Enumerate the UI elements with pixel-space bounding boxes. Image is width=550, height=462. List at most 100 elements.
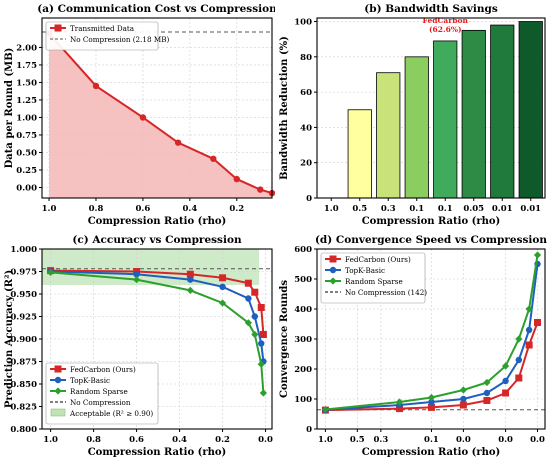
data-point [502,377,509,385]
x-tick-label: 0.05 [463,204,484,214]
y-tick-label: 300 [294,335,312,345]
x-tick-label: 0.0 [498,435,513,445]
legend-swatch [50,408,66,417]
x-tick-label: 0.3 [373,435,388,445]
y-axis-label: Data per Round (MB) [4,48,15,169]
x-tick-label: 0.0 [456,435,471,445]
y-tick-label: 100 [294,395,312,405]
legend-label: Acceptable (R² ≥ 0.90) [69,409,153,418]
data-point [525,326,533,334]
y-tick-label: 0.800 [10,425,37,435]
legend-box [45,21,159,51]
data-point [218,299,227,307]
y-axis-label: Prediction Accuracy (R²) [4,270,15,408]
y-tick-label: 0.850 [10,380,37,390]
legend-marker [54,387,62,395]
y-tick-label: 200 [294,365,312,375]
data-point [257,304,265,311]
y-tick-label: 0 [306,194,312,204]
y-tick-label: 100 [294,18,312,28]
data-point [258,340,265,347]
y-tick-label: 20 [300,159,312,169]
data-point [133,271,140,278]
chart-panel-accuracy: (c) Accuracy vs Compression Compression R… [0,231,275,462]
data-point [187,276,194,283]
data-point [257,186,264,193]
legend-label: TopK-Basic [70,376,110,385]
annotation-label: FedCarbon [423,16,469,25]
data-point [233,175,240,183]
bar [490,24,515,199]
y-tick-label: 60 [300,88,312,98]
x-tick-label: 0.1 [438,204,453,214]
y-tick-label: 0.825 [10,403,37,413]
legend-marker [329,277,337,285]
data-point [533,251,542,259]
chart-title: (b) Bandwidth Savings [364,3,498,15]
axes-frame [41,248,273,430]
legend-marker [54,376,62,384]
axes-frame [41,17,273,199]
data-point [460,395,467,403]
legend-label: Transmitted Data [70,24,135,33]
legend-marker [54,24,62,32]
data-point [259,389,268,397]
x-axis-label: Compression Ratio (rho) [362,216,501,227]
data-point [321,405,329,414]
data-point [525,305,533,313]
bar [518,21,543,199]
bar [376,72,401,199]
data-point [259,331,267,338]
x-tick-label: 1.0 [43,435,58,445]
legend-marker [329,255,337,263]
y-tick-label: 600 [294,245,312,255]
y-tick-label: 500 [294,275,312,285]
y-tick-label: 1.00 [16,113,37,123]
data-point [501,362,510,370]
series-line [50,270,265,362]
chart-panel-convergence: (d) Convergence Speed vs Compression Comp… [275,231,550,462]
y-tick-label: 0.25 [16,166,37,176]
data-point [251,330,259,339]
y-tick-label: 2.00 [16,43,37,53]
chart-panel-bandwidth-savings: (b) Bandwidth Savings Compression Ratio (… [275,0,550,231]
legend-box [320,252,426,304]
x-tick-label: 0.2 [229,204,244,214]
bar [347,109,372,199]
bar [461,29,486,199]
data-point [92,82,100,90]
legend-label: Random Sparse [345,277,403,286]
x-tick-label: 0.0 [258,435,273,445]
legend-label: No Compression (142) [345,288,427,297]
y-tick-label: 0.900 [10,335,37,345]
data-point [174,139,182,146]
y-tick-label: 1.50 [16,78,37,88]
axes-frame [316,17,546,199]
y-tick-label: 1.75 [16,61,37,71]
x-tick-label: 1.0 [318,435,333,445]
legend-label: FedCarbon (Ours) [70,365,136,374]
x-axis-label: Compression Ratio (rho) [88,216,227,227]
x-tick-label: 0.2 [215,435,230,445]
y-tick-label: 0 [306,425,312,435]
chart-title: (a) Communication Cost vs Compression [37,3,275,15]
y-axis-label: Convergence Rounds [279,280,290,398]
x-tick-label: 0.6 [136,204,151,214]
communication-cost-chart: (a) Communication Cost vs Compression Com… [4,3,275,227]
x-tick-label: 0.4 [172,435,187,445]
series-line [48,32,273,195]
x-tick-label: 0.01 [520,204,541,214]
y-tick-label: 0.50 [16,148,37,158]
data-point [515,335,523,343]
series-area-fill [49,33,272,198]
bar [433,40,458,199]
y-tick-label: 0.875 [10,358,37,368]
data-point [427,403,435,411]
y-tick-label: 0.00 [16,183,37,193]
y-tick-label: 0.75 [16,131,37,141]
x-axis-label: Compression Ratio (rho) [88,447,227,458]
x-tick-label: 0.4 [182,204,197,214]
x-axis-label: Compression Ratio (rho) [362,447,501,458]
y-tick-label: 80 [300,53,312,63]
data-point [186,286,194,294]
